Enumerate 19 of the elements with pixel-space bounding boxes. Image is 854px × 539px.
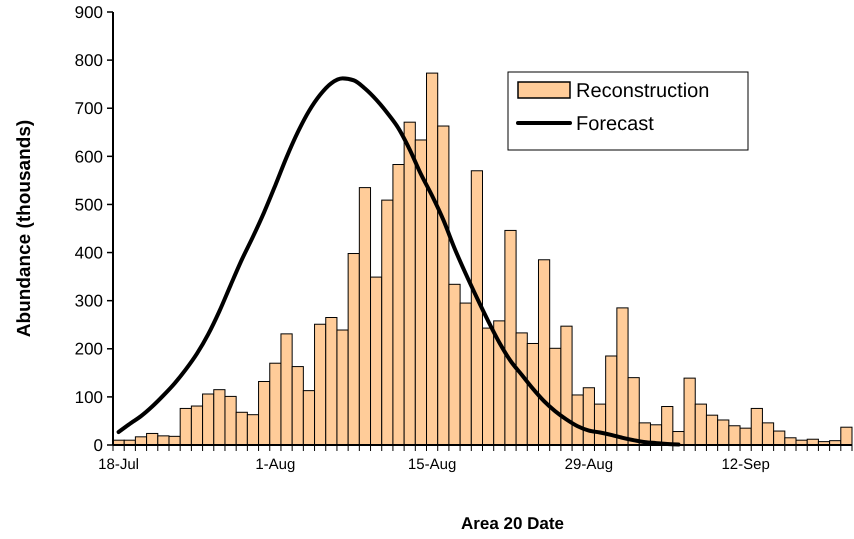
y-tick-label: 200 [74,340,103,359]
x-tick-label: 1-Aug [255,456,296,473]
x-axis-title: Area 20 Date [460,514,564,533]
y-tick-label: 900 [74,2,103,22]
y-tick-label: 600 [74,147,103,166]
y-tick-label: 0 [94,436,103,455]
y-tick-label: 500 [74,195,103,214]
y-tick-label: 300 [74,292,103,311]
y-tick-label: 400 [74,244,103,263]
legend-label: Forecast [576,113,654,135]
y-tick-label: 800 [74,51,103,70]
x-tick-label: 18-Jul [98,456,140,473]
x-tick-label: 15-Aug [408,456,456,473]
y-tick-label: 100 [74,388,103,407]
y-tick-label: 700 [74,99,103,118]
x-tick-label: 29-Aug [564,456,614,473]
x-tick-label: 12-Sep [721,456,770,473]
legend-label: Reconstruction [576,80,710,102]
y-axis-title: Abundance (thousands) [14,120,35,338]
